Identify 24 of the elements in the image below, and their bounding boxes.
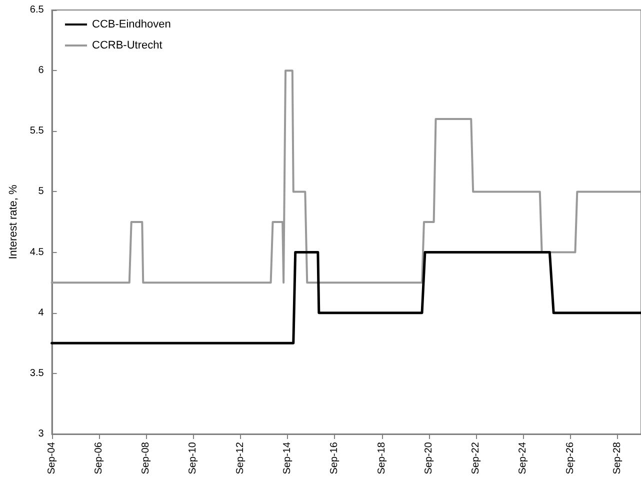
- y-tick-label: 5.5: [30, 126, 44, 137]
- y-tick-label: 6.5: [30, 4, 44, 16]
- y-tick-label: 5: [38, 186, 44, 198]
- legend-label: CCB-Eindhoven: [92, 18, 171, 30]
- x-tick-label: Sep-16: [329, 442, 340, 474]
- x-tick-label: Sep-14: [282, 442, 293, 474]
- legend-label: CCRB-Utrecht: [92, 40, 162, 52]
- x-tick-label: Sep-26: [564, 442, 576, 474]
- x-tick-label: Sep-04: [46, 442, 58, 474]
- y-tick-label: 4: [38, 307, 44, 318]
- y-tick-label: 4.5: [30, 246, 44, 258]
- x-tick-label: Sep-28: [612, 442, 623, 474]
- y-tick-label: 6: [38, 65, 44, 76]
- x-tick-label: Sep-08: [140, 442, 152, 474]
- y-tick-label: 3: [38, 428, 44, 440]
- x-tick-label: Sep-20: [423, 442, 434, 474]
- x-tick-label: Sep-24: [518, 442, 529, 474]
- x-tick-label: Sep-10: [188, 442, 199, 474]
- y-axis-title: Interest rate, %: [8, 184, 20, 260]
- x-tick-label: Sep-06: [93, 442, 104, 474]
- y-tick-label: 3.5: [30, 368, 44, 379]
- x-tick-label: Sep-22: [470, 442, 482, 474]
- x-tick-label: Sep-18: [376, 442, 388, 474]
- x-tick-label: Sep-12: [234, 442, 246, 474]
